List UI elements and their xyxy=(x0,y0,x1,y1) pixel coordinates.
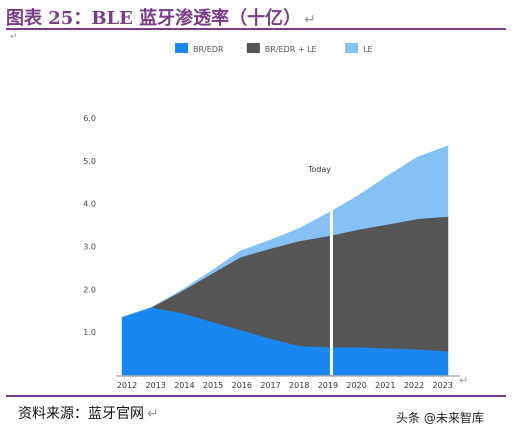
x-tick-label: 2020 xyxy=(346,381,366,390)
legend-item: BR/EDR + LE xyxy=(246,43,317,54)
watermark-text: 头条 @未来智库 xyxy=(396,411,484,425)
legend-swatch xyxy=(345,43,359,53)
x-tick-label: 2015 xyxy=(203,381,223,390)
today-label: Today xyxy=(307,165,331,174)
return-mark-icon: ↵ xyxy=(147,406,159,422)
area-series-le xyxy=(121,145,449,318)
x-tick-label: 2021 xyxy=(375,381,395,390)
x-tick-label: 2017 xyxy=(260,381,280,390)
legend-label: LE xyxy=(363,45,373,54)
figure-title-text: 图表 25：BLE 蓝牙渗透率（十亿） xyxy=(6,8,302,29)
title-divider xyxy=(6,28,506,30)
x-tick-label: 2018 xyxy=(289,381,309,390)
legend-swatch xyxy=(175,43,188,53)
x-tick-label: 2012 xyxy=(117,381,137,390)
x-tick-label: 2022 xyxy=(404,381,424,390)
x-tick-label: 2014 xyxy=(174,381,194,390)
source-divider xyxy=(6,395,506,397)
legend-item: LE xyxy=(345,43,373,54)
x-tick-label: 2013 xyxy=(146,381,166,390)
y-tick-label: 3.0 xyxy=(83,243,96,252)
watermark: 头条 @未来智库 xyxy=(392,408,488,427)
figure-title: 图表 25：BLE 蓝牙渗透率（十亿） ↵ xyxy=(6,4,316,30)
y-tick-label: 2.0 xyxy=(83,285,96,294)
x-tick-label: 2023 xyxy=(433,381,453,390)
y-tick-label: 5.0 xyxy=(83,157,96,166)
legend-label: BR/EDR xyxy=(193,45,224,54)
x-tick-label: 2016 xyxy=(232,381,252,390)
x-tick-label: 2019 xyxy=(318,381,338,390)
y-tick-label: 1.0 xyxy=(83,328,96,337)
legend-swatch xyxy=(246,43,260,53)
data-source: 资料来源：蓝牙官网 ↵ xyxy=(18,403,159,423)
y-tick-label: 6.0 xyxy=(83,114,96,123)
data-source-text: 资料来源：蓝牙官网 xyxy=(18,406,144,422)
legend-item: BR/EDR xyxy=(175,43,224,54)
return-mark-icon: ↵ xyxy=(459,374,468,387)
paragraph-mark: ↵ xyxy=(10,32,18,42)
y-tick-label: 4.0 xyxy=(83,200,96,209)
legend-label: BR/EDR + LE xyxy=(265,45,317,54)
return-mark-icon: ↵ xyxy=(304,12,316,28)
